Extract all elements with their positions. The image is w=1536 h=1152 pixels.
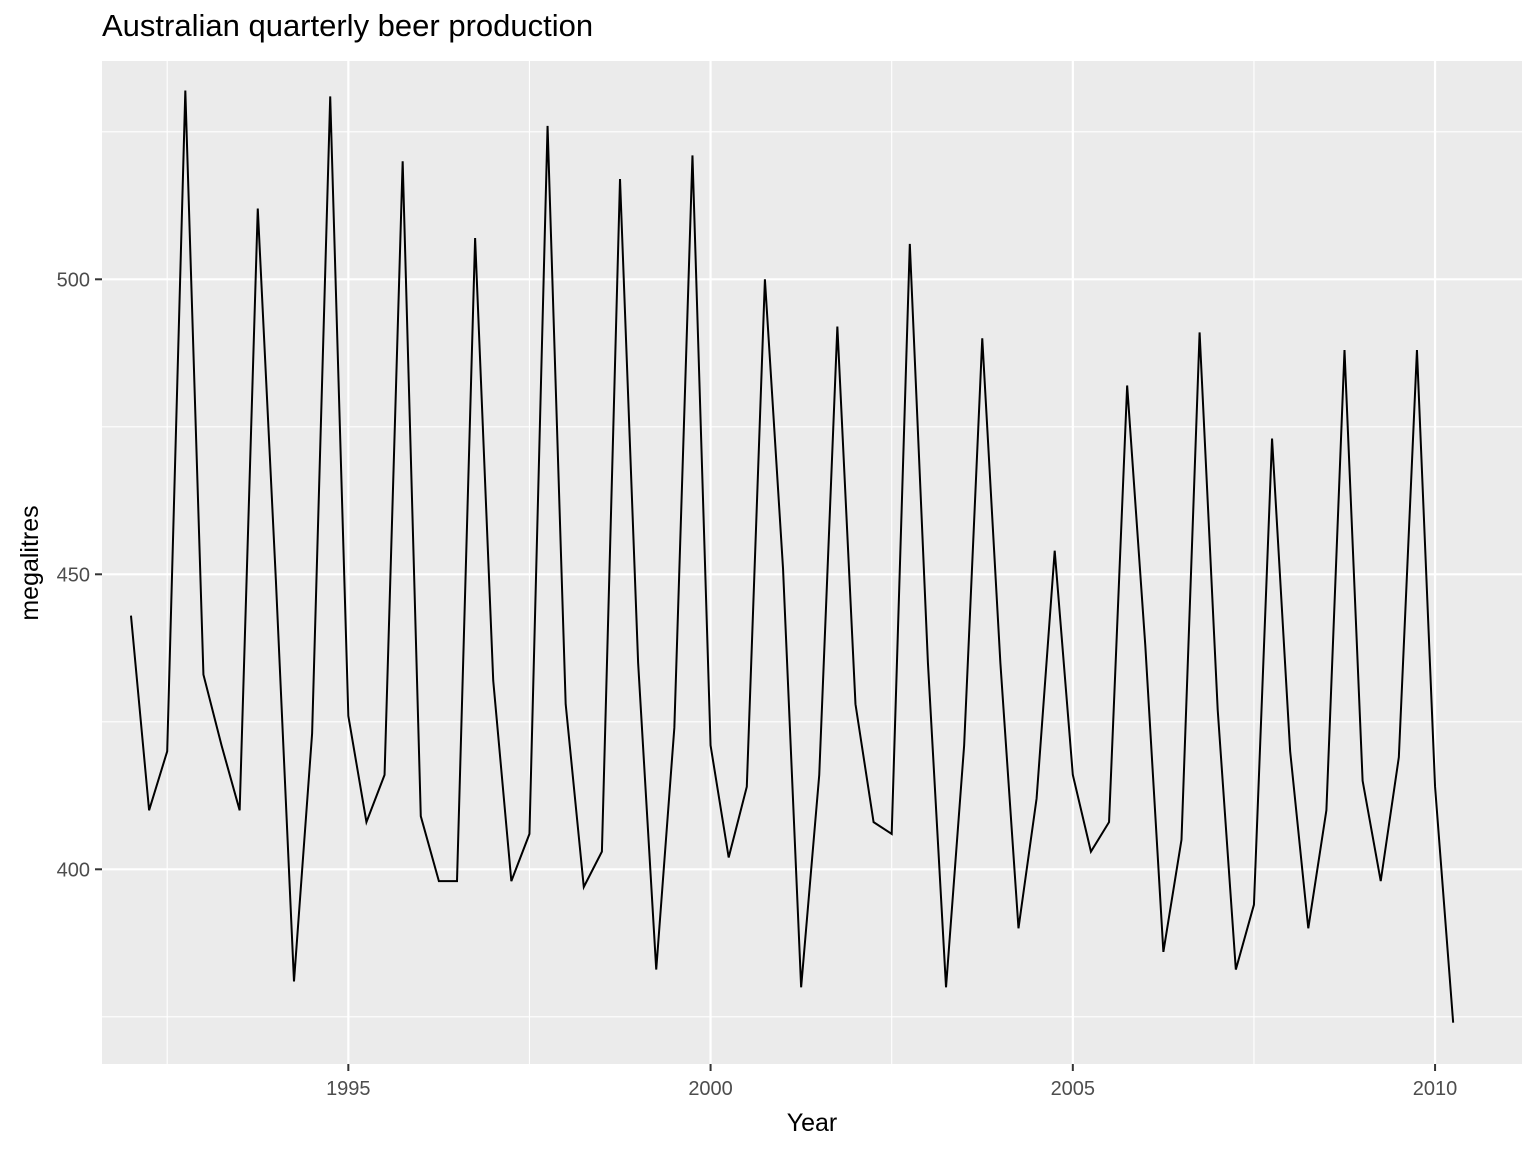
minor-gridlines [102, 61, 1522, 1064]
chart-title: Australian quarterly beer production [102, 8, 594, 43]
series-line-path [129, 90, 1455, 1023]
y-axis-title: megalitres [16, 505, 44, 620]
major-gridlines [102, 61, 1522, 1064]
x-tick-label: 2000 [688, 1078, 733, 1100]
x-tick-label: 2005 [1051, 1078, 1096, 1100]
y-tick-label: 400 [57, 859, 90, 881]
x-axis-title: Year [787, 1109, 838, 1137]
x-tick-label: 2010 [1413, 1078, 1458, 1100]
plot-panel [102, 61, 1522, 1064]
y-tick-label: 500 [57, 269, 90, 291]
x-tick-label: 1995 [326, 1078, 371, 1100]
x-axis-ticks: 1995 2000 2005 2010 [326, 1064, 1457, 1100]
series-line [129, 90, 1455, 1023]
y-tick-label: 450 [57, 564, 90, 586]
y-axis-ticks: 400 450 500 [57, 269, 102, 881]
